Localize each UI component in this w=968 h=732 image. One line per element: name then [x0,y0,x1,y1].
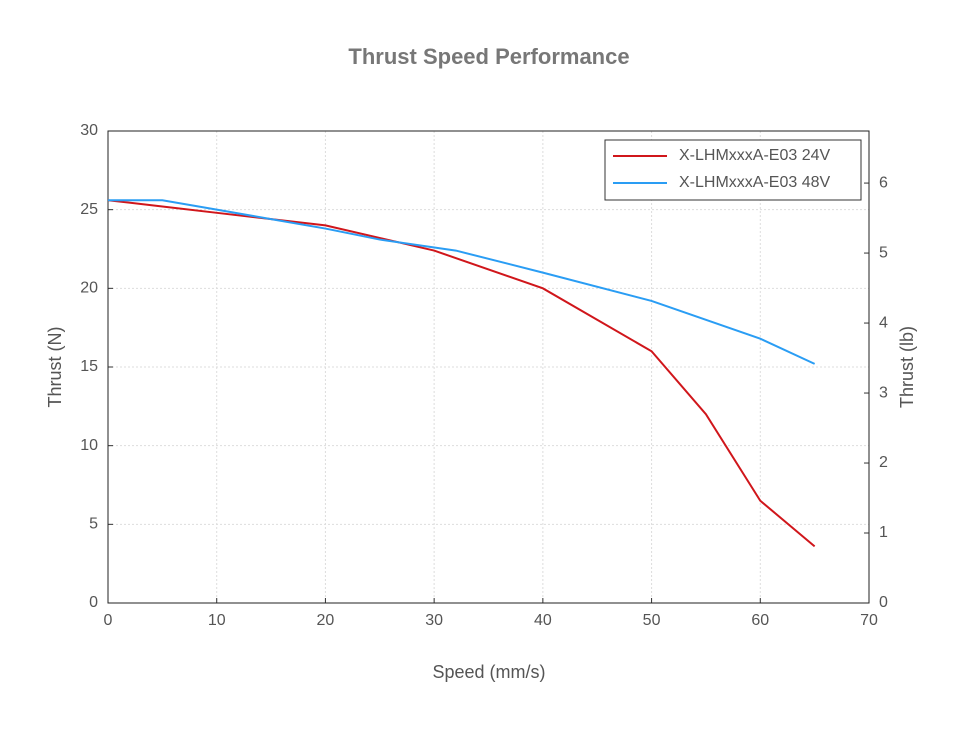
y-axis-label: Thrust (N) [45,327,65,408]
legend-label: X-LHMxxxA-E03 48V [679,174,830,191]
plot-frame [107,130,870,604]
y2-tick-label: 2 [879,454,888,471]
y2-tick-label: 6 [879,174,888,191]
x-axis-label: Speed (mm/s) [432,662,545,682]
x-tick-label: 40 [534,612,552,629]
x-tick-label: 20 [317,612,335,629]
y2-tick-label: 5 [879,244,888,261]
y2-axis-label: Thrust (lb) [897,326,917,408]
x-tick-label: 30 [425,612,443,629]
y-tick-label: 10 [80,437,98,454]
x-tick-label: 10 [208,612,226,629]
y-tick-label: 5 [89,516,98,533]
chart-title: Thrust Speed Performance [348,44,629,69]
y-tick-label: 25 [80,201,98,218]
y2-tick-label: 3 [879,384,888,401]
x-tick-label: 70 [860,612,878,629]
legend-box [604,139,862,201]
y2-tick-label: 0 [879,594,888,611]
data-line [107,199,816,548]
y-tick-label: 30 [80,122,98,139]
x-tick-label: 60 [751,612,769,629]
y-tick-label: 20 [80,280,98,297]
y-tick-label: 15 [80,358,98,375]
legend-label: X-LHMxxxA-E03 24V [679,147,830,164]
data-line [108,199,816,365]
x-tick-label: 0 [104,612,113,629]
y2-tick-label: 4 [879,314,888,331]
y-tick-label: 0 [89,594,98,611]
x-tick-label: 50 [643,612,661,629]
y2-tick-label: 1 [879,524,888,541]
